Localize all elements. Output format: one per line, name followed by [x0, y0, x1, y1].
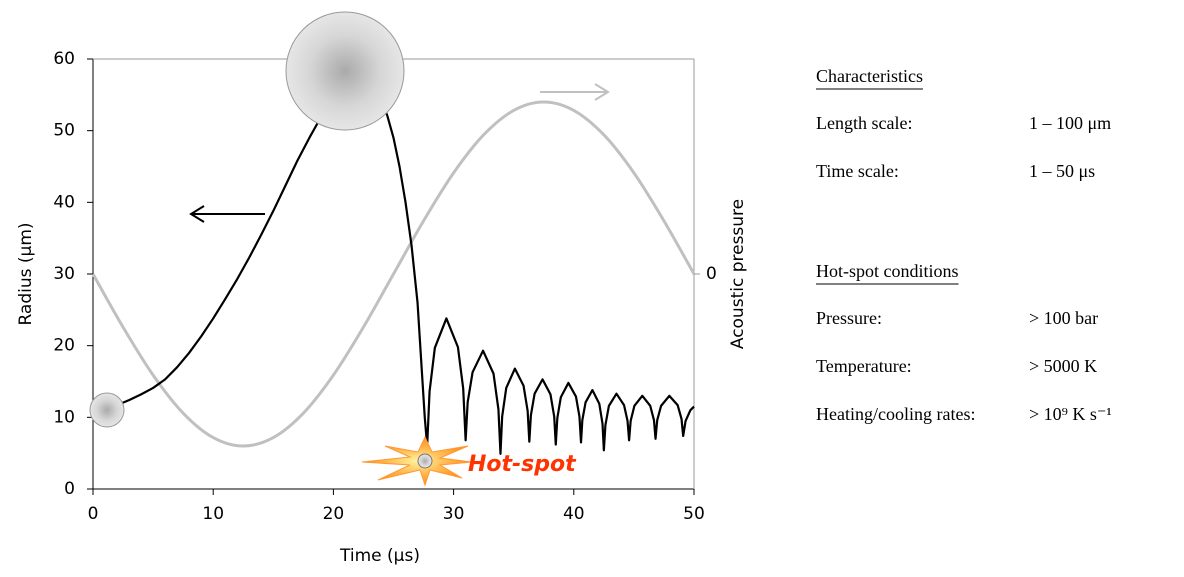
row-value: 1 – 50 μs	[1029, 161, 1095, 181]
x-tick-label: 20	[323, 504, 345, 524]
section-heading: Characteristics	[816, 66, 923, 86]
info-panel: Characteristics Length scale: 1 – 100 μm Ti…	[816, 66, 1112, 424]
x-tick-label: 50	[683, 504, 705, 524]
row-label: Heating/cooling rates:	[816, 404, 975, 424]
row-value: 1 – 100 μm	[1029, 113, 1111, 133]
large-bubble	[285, 11, 405, 131]
arrow-head	[594, 83, 610, 101]
axes: 0 10 20 30 40 50 0 10 20 30 40 50 60 0	[53, 49, 716, 524]
arrow-head	[189, 205, 205, 223]
y-tick-label: 10	[53, 407, 75, 427]
section-heading: Hot-spot conditions	[816, 261, 959, 281]
hot-spot-burst	[361, 435, 473, 487]
y-tick-label: 40	[53, 192, 75, 212]
x-axis-label: Time (μs)	[339, 546, 420, 566]
series-line	[91, 100, 696, 448]
y2-axis-label: Acoustic pressure	[728, 199, 748, 349]
x-tick-label: 0	[88, 504, 99, 524]
y-tick-label: 20	[53, 336, 75, 356]
y-tick-label: 60	[53, 49, 75, 69]
x-tick-label: 40	[563, 504, 585, 524]
y-axis-label: Radius (μm)	[16, 222, 36, 325]
x-tick-label: 10	[202, 504, 224, 524]
row-label: Time scale:	[816, 161, 899, 181]
hot-spot-bubble	[417, 453, 433, 469]
small-bubble	[89, 392, 125, 428]
annotation: Hot-spot	[468, 452, 577, 477]
row-label: Length scale:	[816, 113, 912, 133]
x-tick-label: 30	[443, 504, 465, 524]
row-value: > 100 bar	[1029, 308, 1098, 328]
row-value: > 5000 K	[1029, 356, 1097, 376]
plot	[91, 75, 696, 455]
y-tick-label: 30	[53, 264, 75, 284]
y2-tick-label: 0	[706, 264, 717, 284]
y-tick-label: 0	[64, 479, 75, 499]
row-value: > 10⁹ K s⁻¹	[1029, 404, 1112, 424]
row-label: Temperature:	[816, 356, 912, 376]
y-tick-label: 50	[53, 121, 75, 141]
series-line	[104, 75, 695, 455]
row-label: Pressure:	[816, 308, 882, 328]
